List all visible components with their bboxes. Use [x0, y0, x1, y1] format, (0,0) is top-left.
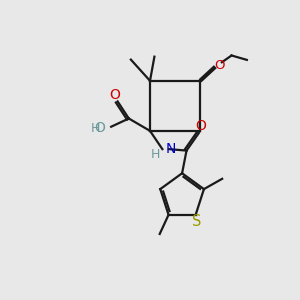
- Text: O: O: [109, 88, 120, 102]
- Text: S: S: [192, 214, 202, 229]
- Text: H: H: [151, 148, 160, 161]
- Text: H: H: [90, 122, 100, 135]
- Text: N: N: [166, 142, 176, 155]
- Text: O: O: [214, 59, 225, 72]
- Text: O: O: [195, 119, 206, 134]
- Text: O: O: [94, 121, 105, 135]
